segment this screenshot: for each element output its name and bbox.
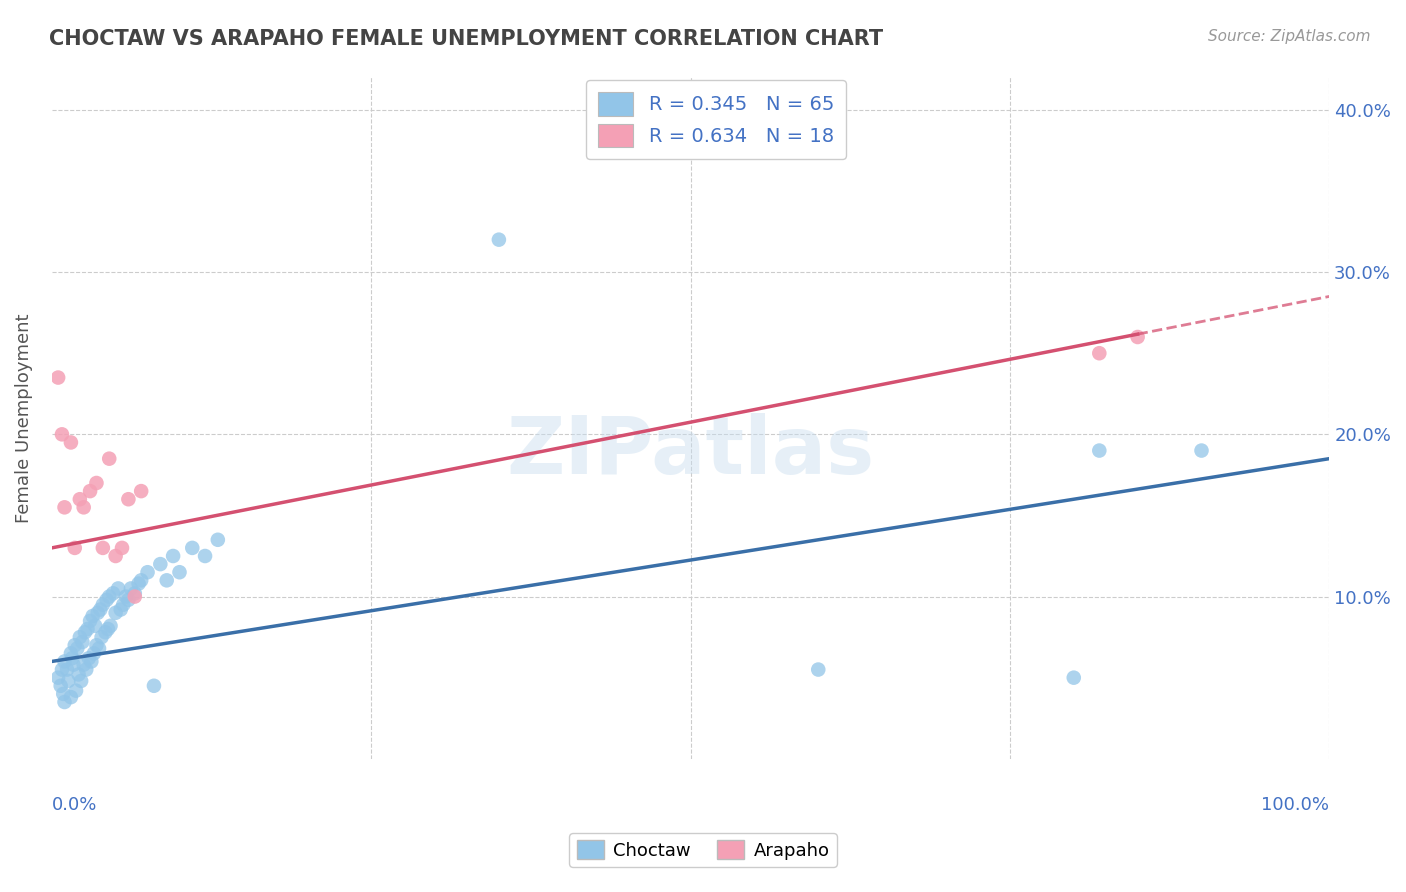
Point	[104, 549, 127, 563]
Point	[1088, 346, 1111, 360]
Point	[73, 657, 96, 672]
Point	[1063, 671, 1085, 685]
Point	[75, 663, 97, 677]
Point	[76, 622, 98, 636]
Point	[72, 635, 94, 649]
Point	[124, 586, 146, 600]
Point	[69, 630, 91, 644]
Point	[86, 638, 108, 652]
Point	[112, 598, 135, 612]
Point	[79, 484, 101, 499]
Point	[49, 679, 72, 693]
Point	[67, 667, 90, 681]
Point	[63, 638, 86, 652]
Point	[156, 574, 179, 588]
Point	[162, 549, 184, 563]
Point	[58, 673, 80, 688]
Text: Source: ZipAtlas.com: Source: ZipAtlas.com	[1208, 29, 1371, 44]
Point	[80, 655, 103, 669]
Text: 0.0%: 0.0%	[52, 797, 97, 814]
Point	[98, 451, 121, 466]
Point	[101, 586, 124, 600]
Point	[82, 609, 104, 624]
Point	[807, 663, 830, 677]
Point	[94, 625, 117, 640]
Point	[83, 646, 105, 660]
Point	[91, 541, 114, 555]
Point	[181, 541, 204, 555]
Point	[117, 492, 139, 507]
Point	[77, 651, 100, 665]
Point	[59, 690, 82, 705]
Point	[63, 541, 86, 555]
Point	[488, 233, 510, 247]
Text: 100.0%: 100.0%	[1261, 797, 1329, 814]
Legend: Choctaw, Arapaho: Choctaw, Arapaho	[569, 833, 837, 867]
Point	[1191, 443, 1213, 458]
Point	[96, 592, 118, 607]
Point	[66, 641, 89, 656]
Point	[46, 370, 69, 384]
Point	[111, 541, 134, 555]
Point	[89, 602, 111, 616]
Point	[1088, 443, 1111, 458]
Point	[60, 651, 83, 665]
Point	[69, 492, 91, 507]
Point	[46, 671, 69, 685]
Point	[120, 582, 142, 596]
Point	[52, 687, 75, 701]
Point	[73, 500, 96, 515]
Point	[62, 657, 84, 672]
Point	[86, 475, 108, 490]
Point	[87, 641, 110, 656]
Point	[90, 630, 112, 644]
Text: ZIPatlas: ZIPatlas	[506, 413, 875, 491]
Point	[59, 435, 82, 450]
Point	[194, 549, 217, 563]
Point	[128, 576, 150, 591]
Point	[100, 619, 122, 633]
Point	[136, 566, 159, 580]
Point	[51, 427, 73, 442]
Point	[91, 598, 114, 612]
Point	[51, 663, 73, 677]
Text: CHOCTAW VS ARAPAHO FEMALE UNEMPLOYMENT CORRELATION CHART: CHOCTAW VS ARAPAHO FEMALE UNEMPLOYMENT C…	[49, 29, 883, 48]
Point	[98, 590, 121, 604]
Point	[117, 592, 139, 607]
Point	[115, 590, 138, 604]
Point	[73, 625, 96, 640]
Legend: R = 0.345   N = 65, R = 0.634   N = 18: R = 0.345 N = 65, R = 0.634 N = 18	[586, 80, 845, 159]
Point	[110, 602, 132, 616]
Point	[79, 614, 101, 628]
Point	[53, 500, 76, 515]
Point	[207, 533, 229, 547]
Point	[65, 683, 87, 698]
Point	[124, 590, 146, 604]
Point	[97, 622, 120, 636]
Point	[169, 566, 191, 580]
Point	[53, 655, 76, 669]
Point	[84, 619, 107, 633]
Point	[107, 582, 129, 596]
Point	[142, 679, 165, 693]
Point	[149, 557, 172, 571]
Point	[129, 484, 152, 499]
Point	[129, 574, 152, 588]
Point	[59, 646, 82, 660]
Point	[104, 606, 127, 620]
Point	[1126, 330, 1149, 344]
Point	[53, 695, 76, 709]
Point	[87, 606, 110, 620]
Point	[70, 673, 93, 688]
Point	[56, 663, 79, 677]
Y-axis label: Female Unemployment: Female Unemployment	[15, 313, 32, 523]
